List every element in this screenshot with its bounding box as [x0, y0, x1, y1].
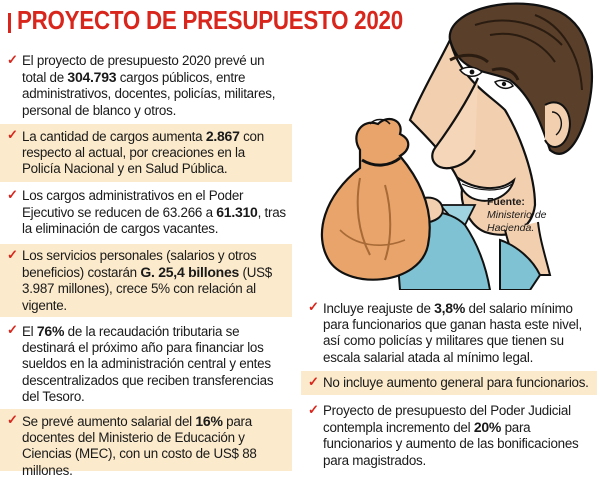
list-item: ✓ La cantidad de cargos aumenta 2.867 co… [0, 124, 292, 182]
list-item: ✓ Proyecto de presupuesto del Poder Judi… [308, 402, 579, 468]
list-item: ✓ Los servicios personales (salarios y o… [0, 244, 292, 317]
title-accent-bar [8, 13, 11, 33]
check-icon: ✓ [7, 247, 18, 262]
check-icon: ✓ [7, 127, 18, 142]
source-label: Fuente: [487, 196, 525, 208]
source-line: Ministerio de [487, 209, 547, 221]
list-item: ✓ Se prevé aumento salarial del 16% para… [0, 409, 292, 477]
page-title: PROYECTO DE PRESUPUESTO 2020 [17, 5, 403, 35]
check-icon: ✓ [7, 322, 18, 337]
source-note: Fuente: Ministerio de Hacienda. [487, 196, 547, 235]
check-icon: ✓ [7, 412, 18, 427]
title-area: PROYECTO DE PRESUPUESTO 2020 [0, 0, 600, 40]
list-item: ✓ El proyecto de presupuesto 2020 prevé … [7, 52, 276, 118]
check-icon: ✓ [308, 299, 319, 314]
check-icon: ✓ [308, 374, 319, 389]
list-item: ✓ El 76% de la recaudación tributaria se… [7, 322, 274, 404]
source-line: Hacienda. [487, 222, 535, 234]
man-with-money-bag-illustration [320, 2, 593, 290]
list-item: ✓ No incluye aumento general para funcio… [301, 371, 597, 395]
check-icon: ✓ [7, 187, 18, 202]
list-item: ✓ Los cargos administrativos en el Poder… [7, 187, 286, 237]
check-icon: ✓ [7, 52, 18, 67]
check-icon: ✓ [308, 402, 319, 417]
list-item: ✓ Incluye reajuste de 3,8% del salario m… [308, 299, 582, 365]
